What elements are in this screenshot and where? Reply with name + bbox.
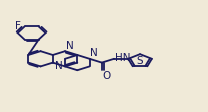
Text: O: O xyxy=(103,71,111,81)
Text: HN: HN xyxy=(115,53,130,64)
Text: F: F xyxy=(15,21,21,31)
Text: N: N xyxy=(66,41,73,51)
Text: S: S xyxy=(137,56,143,66)
Text: N: N xyxy=(90,48,98,58)
Text: N: N xyxy=(55,61,63,71)
